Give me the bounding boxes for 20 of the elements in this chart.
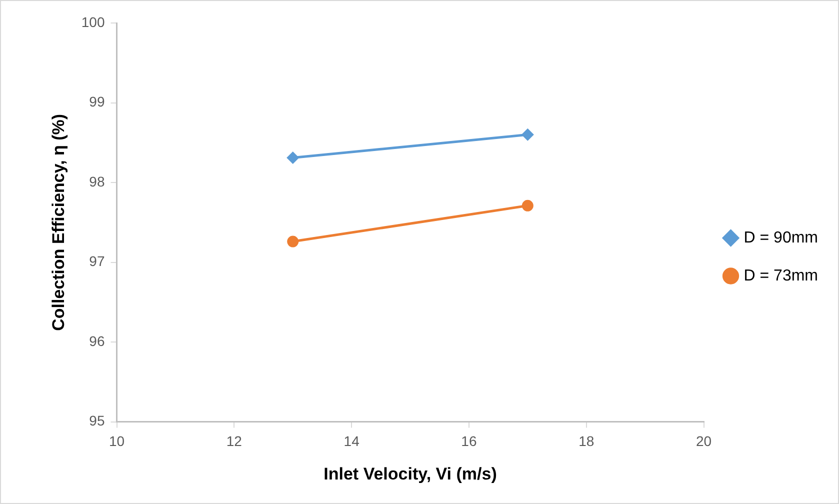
point bbox=[287, 236, 299, 248]
x-tick-label: 12 bbox=[226, 433, 242, 450]
legend-label: D = 90mm bbox=[744, 229, 818, 246]
y-tick-label: 99 bbox=[89, 94, 105, 110]
y-tick-label: 96 bbox=[89, 332, 105, 349]
y-tick-label: 100 bbox=[81, 14, 105, 30]
y-tick-label: 98 bbox=[89, 173, 105, 190]
legend-label: D = 73mm bbox=[744, 267, 818, 284]
point bbox=[522, 128, 534, 140]
y-axis-title: Collection Efficiency, η (%) bbox=[48, 114, 68, 331]
y-tick-label: 97 bbox=[89, 253, 105, 270]
x-tick-label: 18 bbox=[578, 433, 594, 450]
x-tick-label: 20 bbox=[696, 433, 712, 450]
point bbox=[522, 200, 534, 212]
x-tick-label: 10 bbox=[108, 433, 125, 450]
x-tick-label: 14 bbox=[344, 433, 360, 450]
point bbox=[287, 152, 299, 164]
y-tick-label: 95 bbox=[89, 412, 105, 429]
x-tick-label: 16 bbox=[461, 433, 477, 450]
x-axis-title: Inlet Velocity, Vi (m/s) bbox=[324, 464, 497, 484]
